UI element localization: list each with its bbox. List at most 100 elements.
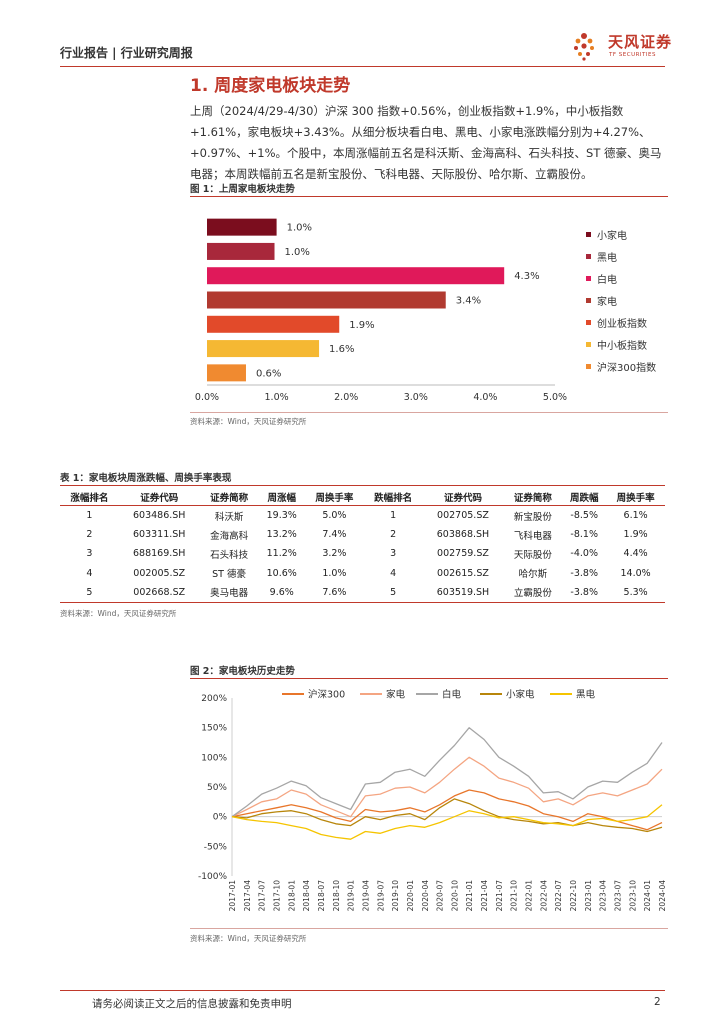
legend-label: 小家电 xyxy=(597,231,627,242)
x-tick-label: 2021-07 xyxy=(495,880,504,912)
figure2-title: 图 2：家电板块历史走势 xyxy=(190,666,295,677)
table-cell: 5.0% xyxy=(322,510,347,522)
logo-subtitle: TF SECURITIES xyxy=(609,52,656,58)
table-cell: 19.3% xyxy=(266,510,297,522)
table-cell: -8.5% xyxy=(570,510,598,522)
figure1-bar-chart: 1.0% 1.0% 4.3% 3.4% 1.9% 1.6% 0.6% 0.0% 1.0% 2.0%… xyxy=(195,218,567,403)
table-cell: 立霸股份 xyxy=(503,582,563,603)
legend-label: 中小板指数 xyxy=(597,341,647,352)
legend-label: 小家电 xyxy=(506,689,535,701)
table-cell: 9.6% xyxy=(258,582,306,603)
table-cell: 603486.SH xyxy=(132,510,186,522)
table-cell: 13.2% xyxy=(266,529,297,541)
table-row: 2 603311.SH 金海高科 13.2% 7.4% 2 603868.SH 飞科电器 -8.… xyxy=(60,525,665,544)
x-tick-label: 3.0% xyxy=(404,392,428,403)
table-cell: 7.6% xyxy=(305,582,364,603)
table-cell: 3.2% xyxy=(322,548,347,560)
section-paragraph: 上周（2024/4/29-4/30）沪深 300 指数+0.56%，创业板指数+… xyxy=(190,104,662,181)
x-tick-label: 2020-07 xyxy=(436,880,445,912)
x-tick-label: 0.0% xyxy=(195,392,219,403)
bar-data-label: 3.4% xyxy=(456,296,481,307)
col-header: 证券代码 xyxy=(118,488,200,506)
bar-data-label: 1.9% xyxy=(349,320,374,331)
x-tick-label: 2017-07 xyxy=(258,880,267,912)
bar xyxy=(207,218,277,236)
table-cell: -8.1% xyxy=(570,529,598,541)
section-title: 1. 周度家电板块走势 xyxy=(190,76,351,96)
table-cell: 11.2% xyxy=(266,548,297,560)
table1-source: 资料来源：Wind，天风证券研究所 xyxy=(60,609,177,618)
x-tick-label: 2019-07 xyxy=(376,880,385,912)
legend-swatch xyxy=(586,364,591,369)
table-cell: 新宝股份 xyxy=(513,511,552,523)
table-cell: ST 德豪 xyxy=(212,569,247,581)
table-cell: 1.0% xyxy=(322,567,347,579)
bar-data-label: 4.3% xyxy=(514,271,539,282)
figure2-line-chart: 200% 150% 100% 50% 0% -50% -100%2017-01 2017-04… xyxy=(198,689,667,912)
x-tick-label: 1.0% xyxy=(265,392,289,403)
col-header: 跌幅排名 xyxy=(363,488,423,506)
table-cell: 603311.SH xyxy=(132,529,186,541)
table-cell: 1.9% xyxy=(623,529,648,541)
table-cell: 3 xyxy=(86,548,93,560)
legend-item: 小家电 xyxy=(586,227,627,242)
header-divider xyxy=(60,66,665,67)
x-tick-label: 2017-04 xyxy=(243,880,252,912)
figure1-bottom-rule xyxy=(190,412,668,413)
x-tick-label: 2019-01 xyxy=(347,880,356,912)
y-tick-label: 100% xyxy=(201,753,227,763)
legend-swatch xyxy=(586,342,591,347)
x-tick-label: 5.0% xyxy=(543,392,567,403)
y-tick-label: 50% xyxy=(207,783,227,793)
table-cell: 2 xyxy=(390,529,397,541)
table-cell: -4.0% xyxy=(570,548,598,560)
table-cell: 002759.SZ xyxy=(437,548,489,560)
legend-label: 沪深300 xyxy=(308,689,345,701)
legend-item: 创业板指数 xyxy=(586,315,647,330)
table-cell: 哈尔斯 xyxy=(518,569,548,581)
table-cell: 5 xyxy=(363,582,423,603)
legend-item: 白电 xyxy=(586,271,617,286)
bar xyxy=(207,340,320,358)
legend-swatch xyxy=(586,320,591,325)
table-row: 5 002668.SZ 奥马电器 9.6% 7.6% 5 603519.SH 立霸股份 -3.8… xyxy=(60,582,665,603)
x-tick-label: 2021-04 xyxy=(480,880,489,912)
x-tick-label: 2022-04 xyxy=(539,880,548,912)
table-cell: 金海高科 xyxy=(210,530,249,542)
col-header: 周换手率 xyxy=(305,488,364,506)
bar-data-label: 1.0% xyxy=(287,223,312,234)
table1-title: 表 1：家电板块周涨跌幅、周换手率表现 xyxy=(60,473,232,484)
bar xyxy=(207,242,275,260)
bar xyxy=(207,267,505,285)
figure2-bottom-rule xyxy=(190,928,668,929)
x-tick-label: 2018-07 xyxy=(317,880,326,912)
table-cell: -3.8% xyxy=(570,567,598,579)
legend-item: 黑电 xyxy=(586,249,617,264)
series-line xyxy=(231,756,663,818)
footer-disclaimer: 请务必阅读正文之后的信息披露和免责申明 xyxy=(92,998,292,1010)
x-tick-label: 2023-10 xyxy=(628,880,637,912)
table-cell: 科沃斯 xyxy=(214,511,244,523)
table-cell: 1 xyxy=(86,510,93,522)
table-cell: 4 xyxy=(390,567,397,579)
table-cell: 6.1% xyxy=(623,510,648,522)
x-tick-label: 2021-01 xyxy=(465,880,474,912)
logo-name: 天风证券 xyxy=(608,33,673,51)
col-header: 周跌幅 xyxy=(562,488,607,506)
figure1-source: 资料来源：Wind，天风证券研究所 xyxy=(190,417,307,426)
x-tick-label: 2023-04 xyxy=(599,880,608,912)
legend-label: 白电 xyxy=(597,275,617,286)
legend-item: 中小板指数 xyxy=(586,337,647,352)
x-tick-label: 2018-10 xyxy=(332,880,341,912)
tf-logo-icon xyxy=(574,33,594,61)
page-number: 2 xyxy=(654,996,661,1008)
table-cell: 10.6% xyxy=(266,567,297,579)
table-row: 4 002005.SZ ST 德豪 10.6% 1.0% 4 002615.SZ 哈尔斯 -3.… xyxy=(60,564,665,583)
series-line xyxy=(231,727,663,818)
legend-label: 创业板指数 xyxy=(597,319,647,330)
col-header: 周换手率 xyxy=(606,488,665,506)
table-cell: 5 xyxy=(60,582,119,603)
col-header: 证券简称 xyxy=(503,488,563,506)
table-cell: 4.4% xyxy=(623,548,648,560)
x-tick-label: 2021-10 xyxy=(510,880,519,912)
